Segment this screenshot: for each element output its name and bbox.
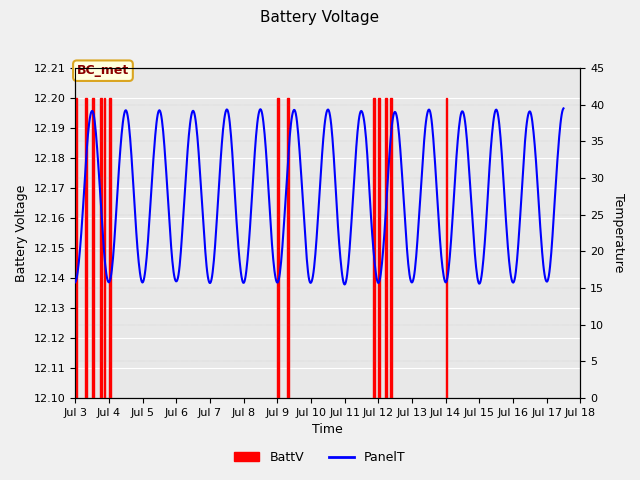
Text: BC_met: BC_met xyxy=(77,64,129,77)
Y-axis label: Battery Voltage: Battery Voltage xyxy=(15,184,28,282)
Bar xyxy=(378,98,380,398)
Text: Battery Voltage: Battery Voltage xyxy=(260,10,380,24)
Y-axis label: Temperature: Temperature xyxy=(612,193,625,273)
Bar xyxy=(100,98,102,398)
Bar xyxy=(287,98,289,398)
Bar xyxy=(109,98,111,398)
Legend: BattV, PanelT: BattV, PanelT xyxy=(229,446,411,469)
Bar xyxy=(85,98,87,398)
Bar xyxy=(104,98,106,398)
Bar xyxy=(277,98,279,398)
Bar xyxy=(92,98,93,398)
Bar xyxy=(385,98,387,398)
X-axis label: Time: Time xyxy=(312,423,343,436)
Bar xyxy=(390,98,392,398)
Bar xyxy=(445,98,447,398)
Bar xyxy=(373,98,375,398)
Bar xyxy=(75,98,77,398)
